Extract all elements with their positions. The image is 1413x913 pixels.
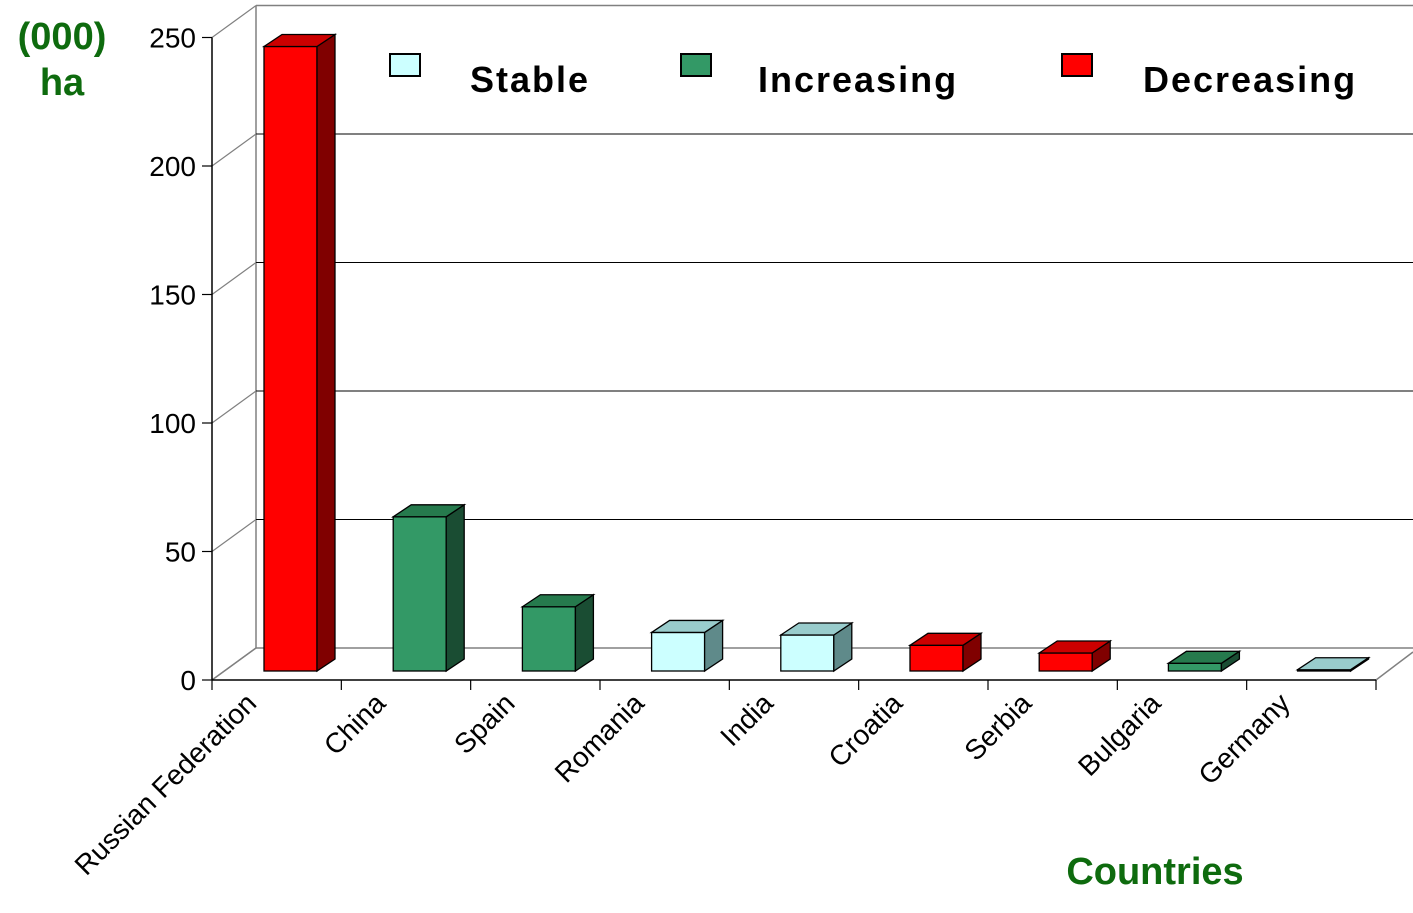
y-tick-label: 200 <box>149 151 196 182</box>
x-tick-label: India <box>714 687 779 752</box>
gridline-diagonal <box>211 647 257 681</box>
legend-label: Stable <box>470 59 590 100</box>
bar <box>649 619 725 673</box>
legend-label: Decreasing <box>1143 59 1357 100</box>
legend-label: Increasing <box>758 59 958 100</box>
x-tick-label: Spain <box>448 687 521 760</box>
x-tick-label: Romania <box>549 687 650 788</box>
x-tick-label: Serbia <box>958 687 1037 766</box>
x-tick-label: China <box>318 687 392 761</box>
x-tick-label: Croatia <box>822 687 908 773</box>
bar-front <box>650 631 706 672</box>
bar-top <box>261 33 338 48</box>
bar-top <box>649 619 725 634</box>
bar <box>1037 639 1113 673</box>
bar-front <box>1038 652 1093 672</box>
bar-top <box>1166 650 1242 664</box>
bar-top <box>391 504 467 518</box>
x-tick-label: Russian Federation <box>69 687 263 881</box>
bar-side <box>445 503 465 673</box>
y-tick-label: 0 <box>180 665 196 696</box>
bar-top <box>907 632 984 646</box>
gridline-diagonal <box>211 5 257 38</box>
legend-swatch <box>680 53 712 77</box>
legend-item: Increasing <box>680 53 958 100</box>
y-axis-title-line2: ha <box>39 62 85 104</box>
y-tick-label: 50 <box>165 537 196 568</box>
bar <box>1295 656 1371 673</box>
gridline-diagonal <box>211 133 257 167</box>
bar-front <box>521 606 577 672</box>
bar-top <box>778 622 854 636</box>
bar <box>261 33 338 673</box>
legend-item: Decreasing <box>1061 53 1357 100</box>
bar-top <box>520 594 596 608</box>
bar-front <box>1167 662 1223 672</box>
bar-front <box>909 644 964 672</box>
legend-swatch <box>389 53 421 77</box>
legend-swatch <box>1061 53 1093 77</box>
bar <box>520 593 596 673</box>
bar-front <box>263 45 318 672</box>
bar <box>778 621 854 673</box>
y-tick-label: 250 <box>149 23 196 54</box>
bar-front <box>780 634 835 672</box>
bar <box>1166 650 1242 673</box>
floor-right-edge <box>1375 651 1413 681</box>
y-axis-title-line1: (000) <box>17 16 107 58</box>
bar-top <box>1037 640 1113 654</box>
bar <box>907 632 984 673</box>
gridline-diagonal <box>211 519 257 552</box>
y-tick-label: 150 <box>149 280 196 311</box>
bar-front <box>392 516 447 672</box>
y-tick-label: 100 <box>149 408 196 439</box>
bar-side <box>574 593 595 673</box>
bar-top <box>1295 657 1371 671</box>
gridline-diagonal <box>211 262 257 295</box>
legend-item: Stable <box>389 53 590 100</box>
x-axis-title: Countries <box>1066 851 1243 893</box>
gridline-diagonal <box>211 390 257 424</box>
x-tick-label: Germany <box>1192 687 1295 790</box>
y-axis-title: (000) ha <box>8 14 116 106</box>
bar-side <box>316 33 336 673</box>
bar <box>391 503 467 673</box>
x-tick-label: Bulgaria <box>1072 687 1167 782</box>
